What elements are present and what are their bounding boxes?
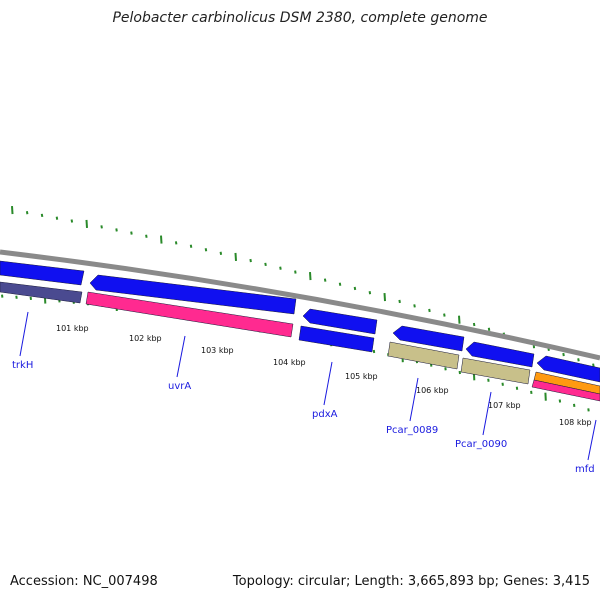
cds-arrow-5 <box>465 341 535 368</box>
gene-leader-line <box>409 377 419 422</box>
outer-tick <box>368 291 372 295</box>
gene-features <box>0 260 600 402</box>
accession-text: Accession: NC_007498 <box>10 574 158 589</box>
outer-tick <box>458 315 461 324</box>
outer-tick <box>383 292 386 302</box>
outer-tick <box>592 363 595 367</box>
outer-tick <box>115 228 118 232</box>
gene-leader-line <box>176 335 186 378</box>
outer-tick <box>249 258 252 263</box>
cds-arrow-4 <box>392 325 465 352</box>
outer-tick <box>204 248 208 252</box>
gene-label: pdxA <box>312 409 338 420</box>
outer-tick <box>85 219 88 228</box>
kbp-label: 103 kbp <box>201 346 234 355</box>
outer-tick <box>264 262 267 267</box>
kbp-label: 106 kbp <box>416 386 449 395</box>
outer-tick <box>70 219 74 223</box>
Pcar_0089-gene <box>387 341 460 370</box>
gene-leader-line <box>19 311 29 357</box>
outer-tick <box>398 299 401 304</box>
cds-arrow-6 <box>536 355 600 383</box>
Pcar_0090-gene <box>460 357 531 385</box>
outer-tick <box>353 286 357 291</box>
kbp-label: 105 kbp <box>345 372 378 381</box>
trkH-gene <box>0 281 83 304</box>
gene-label: uvrA <box>168 381 191 392</box>
outer-tick <box>234 252 237 261</box>
outer-tick <box>323 278 327 282</box>
kbp-label-group: 101 kbp 102 kbp 103 kbp 104 kbp 105 kbp 106 k… <box>56 324 592 427</box>
genome-backbone <box>0 249 600 361</box>
gene-label: Pcar_0090 <box>455 439 507 450</box>
uvrA-gene <box>85 291 294 338</box>
kbp-label: 108 kbp <box>559 418 592 427</box>
outer-tick <box>160 235 163 244</box>
cds-arrow-2 <box>89 274 297 315</box>
genome-summary: Topology: circular; Length: 3,665,893 bp… <box>232 574 590 589</box>
outer-tick <box>487 327 491 331</box>
outer-tick <box>174 241 178 245</box>
outer-tick <box>100 225 103 229</box>
outer-tick <box>55 216 59 220</box>
cds-arrow-3 <box>302 308 378 335</box>
genome-title: Pelobacter carbinolicus DSM 2380, comple… <box>112 10 488 26</box>
kbp-label: 107 kbp <box>488 401 521 410</box>
outer-tick <box>189 244 193 248</box>
kbp-label: 104 kbp <box>273 358 306 367</box>
mfd-gene-pink <box>531 379 600 402</box>
outer-tick <box>428 308 431 313</box>
outer-tick <box>145 234 148 238</box>
cds-arrow-1 <box>0 260 85 286</box>
outer-tick <box>219 251 223 255</box>
mfd-gene-orange <box>533 371 600 395</box>
outer-tick <box>279 266 282 270</box>
outer-tick <box>577 358 580 362</box>
kbp-label: 102 kbp <box>129 334 162 343</box>
outer-tick <box>338 282 342 286</box>
pdxA-gene <box>298 325 375 353</box>
outer-tick <box>294 270 297 274</box>
outer-tick <box>130 231 133 235</box>
outer-tick <box>413 304 416 308</box>
gene-label: trkH <box>12 360 33 371</box>
outer-tick <box>472 322 476 327</box>
gene-leader-line <box>482 391 492 436</box>
outer-tick <box>25 211 29 215</box>
outer-tick <box>11 206 14 215</box>
gene-label: Pcar_0089 <box>386 425 438 436</box>
gene-leader-line <box>587 419 597 461</box>
gene-label: mfd <box>575 464 595 475</box>
outer-tick <box>443 313 446 317</box>
outer-tick <box>309 272 312 281</box>
gene-leader-line <box>323 361 333 406</box>
outer-tick <box>40 213 44 218</box>
outer-tick <box>562 352 565 357</box>
kbp-label: 101 kbp <box>56 324 89 333</box>
